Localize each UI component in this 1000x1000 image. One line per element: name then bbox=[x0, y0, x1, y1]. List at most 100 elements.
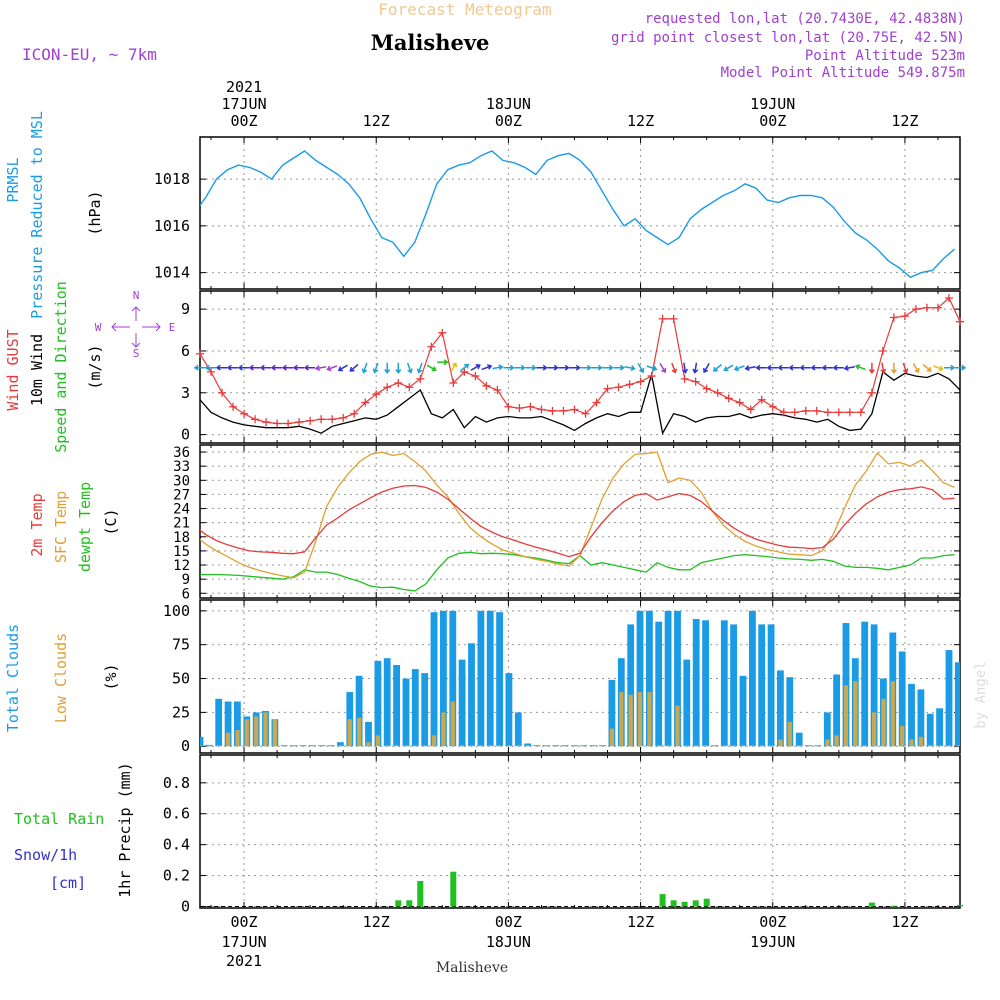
total-cloud-bar bbox=[795, 732, 803, 747]
wind-arrow bbox=[303, 364, 316, 371]
total-cloud-bar bbox=[496, 612, 503, 747]
total-cloud-bar bbox=[486, 610, 494, 747]
gust-marker bbox=[460, 367, 469, 376]
low-cloud-bar bbox=[207, 745, 212, 747]
gust-marker bbox=[306, 416, 315, 425]
low-cloud-bar bbox=[806, 745, 811, 747]
low-cloud-bar bbox=[825, 739, 830, 747]
wind-arrow bbox=[314, 365, 327, 371]
low-cloud-bar bbox=[469, 745, 474, 747]
rain-bar bbox=[692, 900, 699, 907]
total-cloud-bar bbox=[917, 689, 925, 747]
gust-marker bbox=[361, 398, 370, 407]
label-wind-gust: Wind GUST bbox=[4, 329, 22, 410]
total-cloud-bar bbox=[524, 743, 532, 747]
wind-arrow bbox=[503, 364, 515, 371]
total-cloud-bar bbox=[200, 736, 204, 747]
place-title: Malisheve bbox=[371, 30, 490, 55]
model-altitude: Model Point Altitude 549.875m bbox=[721, 65, 965, 81]
y-tick-label: 100 bbox=[163, 602, 190, 620]
label-speed-direction: Speed and Direction bbox=[52, 281, 70, 453]
gust-marker bbox=[735, 398, 744, 407]
gust-marker bbox=[493, 386, 502, 395]
dewpoint-line bbox=[200, 551, 955, 592]
total-cloud-bar bbox=[898, 651, 906, 747]
low-cloud-bar bbox=[422, 745, 427, 747]
wind-arrow bbox=[777, 364, 789, 371]
wind-arrow bbox=[259, 364, 272, 371]
gust-marker bbox=[636, 377, 645, 386]
low-cloud-bar bbox=[675, 705, 680, 747]
wind-arrow bbox=[470, 364, 481, 371]
total-cloud-bar bbox=[945, 650, 953, 747]
low-cloud-bar bbox=[525, 745, 530, 747]
low-cloud-bar bbox=[872, 712, 877, 747]
low-cloud-bar bbox=[637, 692, 643, 747]
total-cloud-bar bbox=[702, 620, 709, 747]
wind-arrow bbox=[591, 364, 603, 371]
total-cloud-bar bbox=[683, 659, 691, 747]
gust-marker bbox=[394, 379, 403, 388]
panel-precip: 0 0.2 0.4 0.6 0.8 bbox=[163, 754, 963, 915]
low-cloud-bar bbox=[918, 736, 923, 747]
total-cloud-bar bbox=[449, 610, 457, 747]
year-label-bottom: 2021 bbox=[226, 952, 262, 970]
wind-arrow bbox=[492, 364, 504, 371]
low-cloud-bar bbox=[338, 745, 343, 747]
total-cloud-bar bbox=[514, 712, 522, 747]
low-cloud-bar bbox=[497, 745, 502, 747]
compass-n: N bbox=[133, 289, 140, 302]
low-cloud-bar bbox=[712, 745, 717, 747]
low-cloud-bar bbox=[357, 717, 362, 747]
wind-arrow bbox=[955, 364, 967, 371]
total-cloud-bar bbox=[346, 692, 354, 747]
panel-clouds: 0 25 50 75 100 bbox=[163, 599, 961, 755]
panel-frame bbox=[199, 136, 961, 290]
gridpoint-coords: grid point closest lon,lat (20.75E, 42.5… bbox=[611, 30, 965, 46]
low-cloud-bar bbox=[881, 698, 886, 747]
wind-arrow bbox=[384, 362, 391, 374]
wind-arrow bbox=[788, 364, 800, 371]
total-cloud-bar bbox=[383, 658, 391, 747]
low-cloud-bar bbox=[319, 745, 324, 747]
total-cloud-bar bbox=[608, 679, 616, 747]
gust-marker bbox=[207, 367, 216, 376]
gust-marker bbox=[603, 384, 612, 393]
wind-arrow bbox=[215, 364, 227, 371]
wind-arrow bbox=[843, 365, 855, 371]
total-cloud-bar bbox=[664, 610, 672, 747]
gust-marker bbox=[218, 388, 227, 397]
wind-arrow bbox=[547, 364, 559, 371]
time-label-bottom: 00Z bbox=[495, 913, 522, 931]
wind-arrow bbox=[248, 364, 261, 371]
total-cloud-bar bbox=[365, 721, 372, 747]
date-label-top: 17JUN bbox=[221, 95, 266, 113]
y-tick-label: 15 bbox=[173, 544, 190, 560]
low-cloud-bar bbox=[291, 745, 296, 747]
footer-place: Malisheve bbox=[436, 960, 508, 976]
low-cloud-bar bbox=[862, 745, 867, 747]
wind-arrow bbox=[637, 363, 645, 374]
requested-coords: requested lon,lat (20.7430E, 42.4838N) bbox=[645, 11, 965, 27]
gust-marker bbox=[438, 328, 447, 337]
y-tick-label: 30 bbox=[173, 473, 190, 489]
wind-arrow bbox=[326, 365, 338, 372]
y-tick-label: 33 bbox=[173, 459, 190, 475]
low-cloud-bar bbox=[329, 745, 334, 747]
time-label-bottom: 12Z bbox=[363, 913, 390, 931]
time-label-top: 12Z bbox=[891, 112, 918, 130]
gust-marker bbox=[889, 313, 898, 322]
label-percent: (%) bbox=[102, 663, 120, 690]
low-cloud-bar bbox=[366, 742, 371, 747]
gust-marker bbox=[669, 314, 678, 323]
low-cloud-bar bbox=[694, 745, 699, 747]
gust-marker bbox=[559, 406, 568, 415]
panel-wind: 0 3 6 9 bbox=[181, 291, 967, 444]
gust-marker bbox=[537, 405, 546, 414]
wind-arrow bbox=[832, 364, 844, 371]
low-cloud-bar bbox=[797, 745, 802, 747]
wind-arrow bbox=[890, 362, 897, 374]
total-cloud-bar bbox=[215, 698, 223, 747]
gust-marker bbox=[691, 377, 700, 386]
total-cloud-bar bbox=[908, 683, 915, 747]
